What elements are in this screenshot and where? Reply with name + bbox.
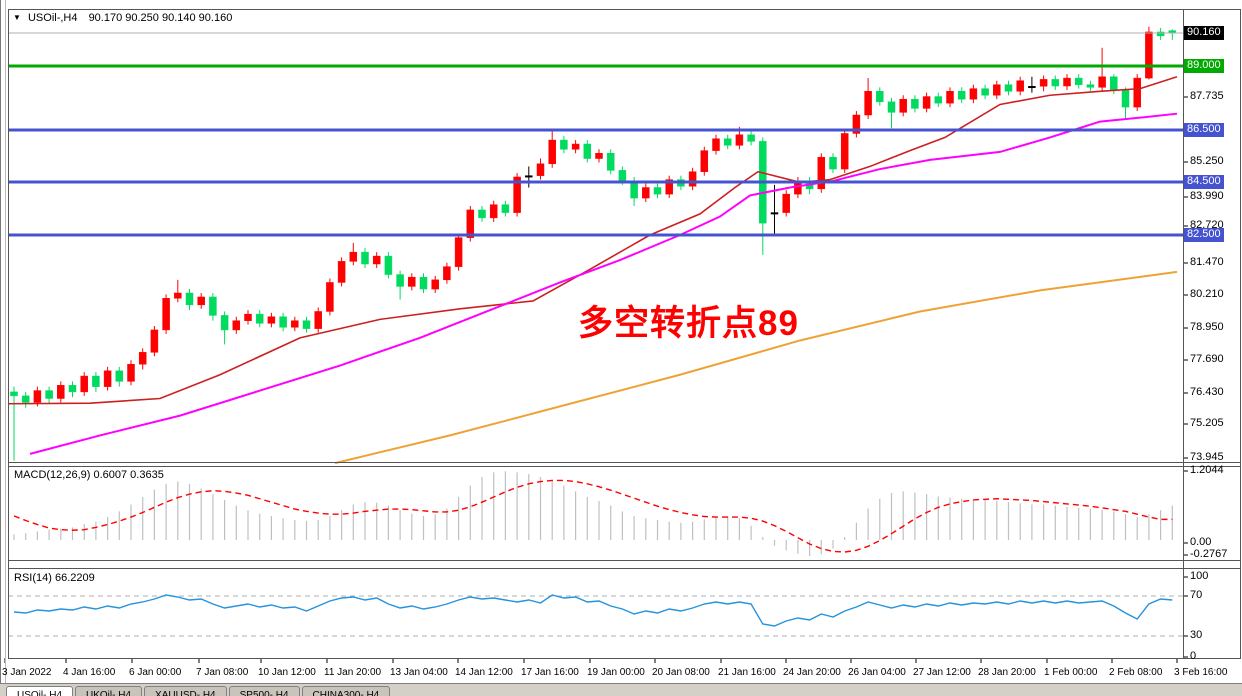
chart-tab-sp500[interactable]: SP500-,H4: [228, 686, 300, 696]
price-axis-badge: 90.160: [1184, 26, 1224, 40]
time-axis-label: 28 Jan 20:00: [978, 667, 1036, 678]
chart-title-line: ▼ USOil-,H4 90.170 90.250 90.140 90.160: [13, 12, 232, 24]
chart-tab-china300[interactable]: CHINA300-,H4: [301, 686, 391, 696]
ohlc-values: 90.170 90.250 90.140 90.160: [88, 12, 233, 24]
price-axis-badge: 84.500: [1184, 175, 1224, 189]
window-left-edge: [0, 0, 1, 683]
macd-indicator-label: MACD(12,26,9) 0.6007 0.3635: [14, 469, 164, 481]
price-axis-tick-label: 77.690: [1190, 353, 1224, 365]
price-axis-tick-label: 83.990: [1190, 190, 1224, 202]
chart-tab-usoil[interactable]: USOil-,H4: [6, 686, 74, 696]
macd-panel[interactable]: [8, 466, 1183, 560]
price-axis-tick-label: 73.945: [1190, 451, 1224, 463]
price-axis-tick-label: 75.205: [1190, 417, 1224, 429]
chart-frame-top: [8, 9, 1241, 10]
macd-panel-top-border: [8, 466, 1241, 467]
price-panel-bottom-border: [8, 462, 1241, 463]
price-axis-tick-label: 85.250: [1190, 155, 1224, 167]
price-axis-tick-label: 78.950: [1190, 321, 1224, 333]
time-axis-label: 11 Jan 20:00: [324, 667, 382, 678]
rsi-panel[interactable]: [8, 568, 1183, 658]
time-axis-label: 3 Feb 16:00: [1174, 667, 1228, 678]
price-axis-tick-label: 81.470: [1190, 256, 1224, 268]
time-axis-label: 19 Jan 00:00: [587, 667, 645, 678]
symbol-period-label: USOil-,H4: [27, 12, 78, 24]
time-axis-label: 20 Jan 08:00: [652, 667, 710, 678]
price-axis-tick-label: 80.210: [1190, 288, 1224, 300]
time-axis-label: 3 Jan 2022: [2, 667, 52, 678]
time-axis-label: 24 Jan 20:00: [783, 667, 841, 678]
rsi-axis-tick-label: 100: [1190, 570, 1209, 582]
time-axis-label: 17 Jan 16:00: [521, 667, 579, 678]
time-axis-label: 10 Jan 12:00: [258, 667, 316, 678]
time-axis-label: 21 Jan 16:00: [718, 667, 776, 678]
rsi-axis-tick-label: 70: [1190, 589, 1203, 601]
time-axis-label: 13 Jan 04:00: [390, 667, 448, 678]
chart-tab-xauusd[interactable]: XAUUSD-,H4: [144, 686, 227, 696]
time-axis-label: 27 Jan 12:00: [913, 667, 971, 678]
macd-axis-tick-label: 0.00: [1190, 536, 1212, 548]
price-axis-tick-label: 76.430: [1190, 386, 1224, 398]
macd-axis-tick-label: -0.2767: [1190, 548, 1228, 560]
price-axis-badge: 86.500: [1184, 123, 1224, 137]
rsi-axis-tick-label: 30: [1190, 629, 1203, 641]
chart-tab-ukoil[interactable]: UKOil-,H4: [75, 686, 143, 696]
time-axis-label: 4 Jan 16:00: [63, 667, 116, 678]
price-axis-badge: 82.500: [1184, 228, 1224, 242]
chart-tab-bar: USOil-,H4 UKOil-,H4 XAUUSD-,H4 SP500-,H4 CHI…: [0, 683, 1242, 696]
macd-panel-bottom-border: [8, 560, 1241, 561]
symbol-dropdown-icon[interactable]: ▼: [13, 13, 21, 22]
rsi-panel-bottom-border: [8, 658, 1241, 659]
time-axis-label: 6 Jan 00:00: [129, 667, 182, 678]
price-chart-panel[interactable]: [8, 10, 1183, 462]
price-axis-separator: [1183, 9, 1184, 658]
chart-frame-left: [8, 9, 9, 658]
time-axis-label: 1 Feb 00:00: [1044, 667, 1098, 678]
rsi-indicator-label: RSI(14) 66.2209: [14, 572, 95, 584]
window-left-inner-edge: [5, 0, 6, 683]
chart-frame-right: [1240, 9, 1241, 658]
time-axis-label: 26 Jan 04:00: [848, 667, 906, 678]
macd-axis-tick-label: 1.2044: [1190, 464, 1224, 476]
rsi-axis-tick-label: 0: [1190, 650, 1197, 662]
chart-annotation-text: 多空转折点89: [578, 304, 799, 343]
time-axis-label: 2 Feb 08:00: [1109, 667, 1163, 678]
time-axis-label: 7 Jan 08:00: [196, 667, 249, 678]
price-axis-badge: 89.000: [1184, 59, 1224, 73]
price-axis-tick-label: 87.735: [1190, 90, 1224, 102]
rsi-panel-top-border: [8, 568, 1241, 569]
time-axis-label: 14 Jan 12:00: [455, 667, 513, 678]
